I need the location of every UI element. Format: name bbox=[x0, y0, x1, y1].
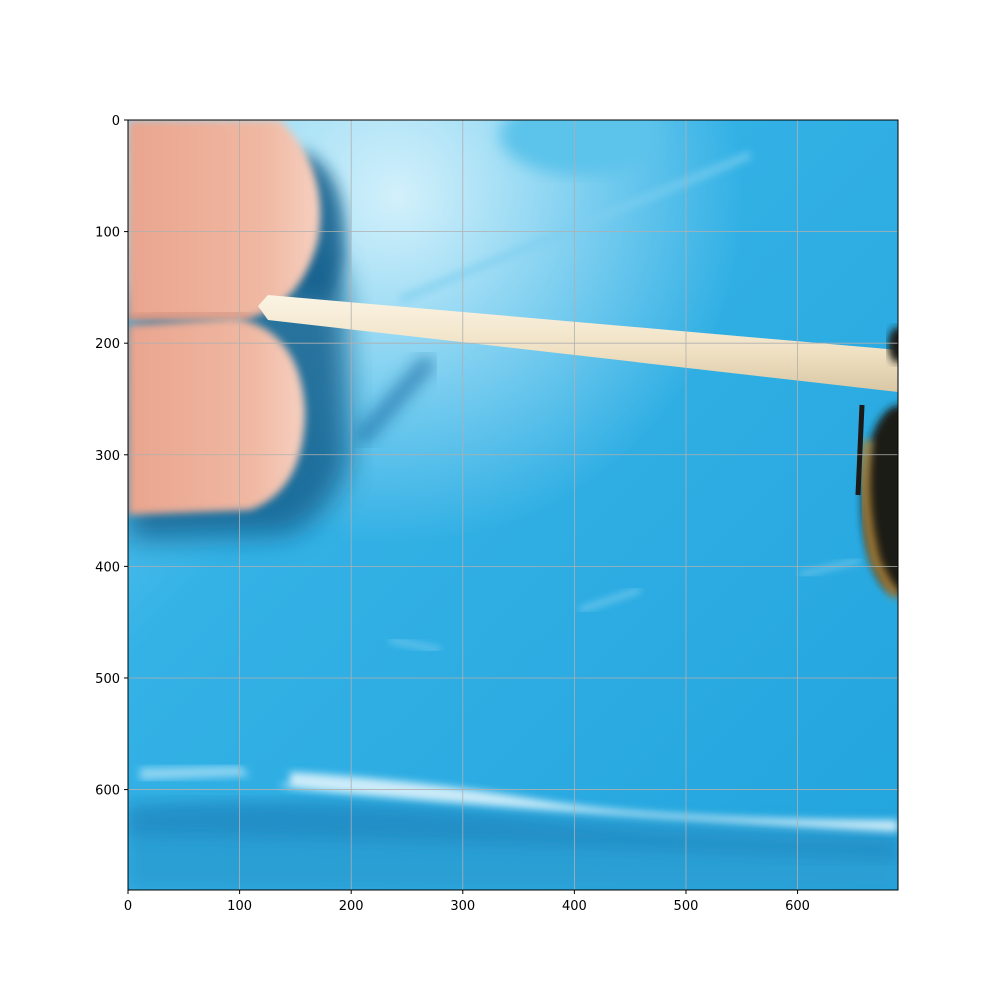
bee-icon bbox=[855, 327, 898, 600]
y-tick-label: 400 bbox=[95, 560, 120, 575]
axes-frame bbox=[127, 119, 899, 891]
y-tick-label: 0 bbox=[112, 114, 120, 129]
photo-image bbox=[128, 120, 898, 890]
x-tick-label: 500 bbox=[674, 899, 699, 914]
finger-icon bbox=[128, 120, 321, 515]
x-tick-label: 300 bbox=[450, 899, 475, 914]
x-tick-label: 200 bbox=[339, 899, 364, 914]
y-tick-label: 300 bbox=[95, 449, 120, 464]
y-tick-label: 100 bbox=[95, 226, 120, 241]
x-tick-label: 600 bbox=[785, 899, 810, 914]
x-tick-label: 100 bbox=[227, 899, 252, 914]
y-tick-label: 500 bbox=[95, 672, 120, 687]
y-tick-label: 200 bbox=[95, 337, 120, 352]
y-tick-label: 600 bbox=[95, 784, 120, 799]
x-axis: 0 100 200 300 400 500 600 bbox=[124, 890, 810, 914]
x-tick-label: 0 bbox=[124, 899, 132, 914]
x-tick-label: 400 bbox=[562, 899, 587, 914]
y-axis: 0 100 200 300 400 500 600 bbox=[95, 114, 128, 799]
